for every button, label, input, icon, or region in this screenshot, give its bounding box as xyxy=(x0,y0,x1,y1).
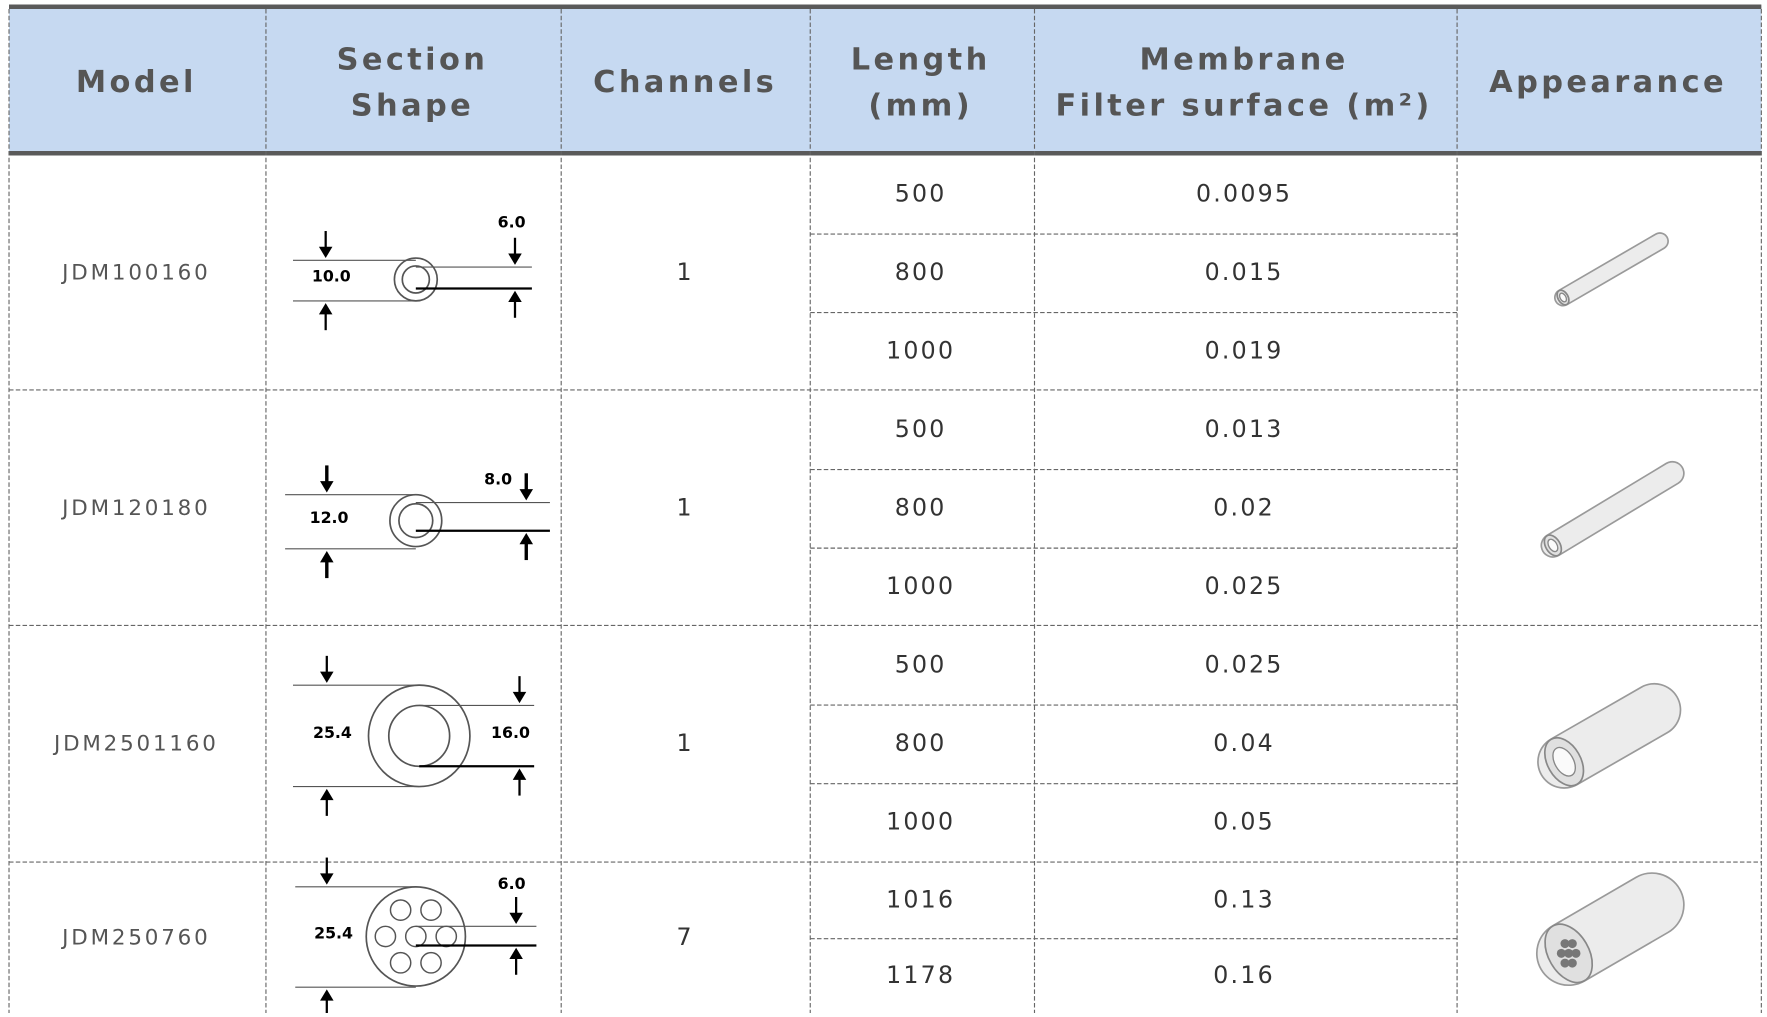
length-cell: 1000 xyxy=(886,572,955,600)
arrow-head xyxy=(320,989,334,1000)
tube-image xyxy=(1537,710,1654,793)
outer-circle xyxy=(366,887,465,986)
area-cell: 0.019 xyxy=(1205,336,1284,364)
tube-image xyxy=(1555,241,1660,307)
header-cell: Appearance xyxy=(1489,65,1727,100)
header-cell: Membrane xyxy=(1140,42,1349,77)
tube-hole xyxy=(1568,939,1577,948)
header-cell: Filter surface (m²) xyxy=(1056,89,1433,124)
area-cell: 0.05 xyxy=(1213,807,1275,835)
tube-body xyxy=(1563,241,1660,297)
arrow-head xyxy=(320,873,334,884)
arrow-head xyxy=(509,913,523,924)
header-cell: Model xyxy=(76,65,197,100)
channel xyxy=(375,926,395,946)
channel xyxy=(421,953,441,973)
dimension-label: 25.4 xyxy=(313,723,352,742)
model-cell: JDM100160 xyxy=(60,260,210,285)
tube-body xyxy=(1553,473,1672,545)
tube-hole xyxy=(1571,949,1580,958)
arrow-head xyxy=(320,789,334,800)
arrow-head xyxy=(509,948,523,959)
model-cell: JDM250760 xyxy=(60,926,210,951)
dimension-label: 12.0 xyxy=(310,508,349,527)
length-cell: 1000 xyxy=(886,807,955,835)
arrow-head xyxy=(513,692,527,703)
dimension-label: 16.0 xyxy=(491,723,530,742)
length-cell: 800 xyxy=(895,493,947,521)
header-cell: Section xyxy=(337,42,489,77)
channels-cell: 1 xyxy=(676,729,693,757)
channels-cell: 1 xyxy=(676,258,693,286)
length-cell: 500 xyxy=(895,179,947,207)
header-cell: Shape xyxy=(351,89,474,124)
length-cell: 800 xyxy=(895,729,947,757)
arrow-head xyxy=(520,533,534,544)
outer-circle xyxy=(394,258,437,301)
length-cell: 1000 xyxy=(886,336,955,364)
length-cell: 500 xyxy=(895,415,947,443)
dimension-label: 25.4 xyxy=(314,924,353,943)
arrow-head xyxy=(508,254,522,265)
channel xyxy=(390,953,410,973)
section-diagram: 10.0 6.0 xyxy=(293,213,532,331)
area-cell: 0.13 xyxy=(1213,885,1275,913)
section-diagram: 25.4 6.0 xyxy=(295,858,536,1013)
inner-circle xyxy=(389,705,450,766)
header-cell: Channels xyxy=(593,65,777,100)
channels-cell: 1 xyxy=(676,493,693,521)
inner-circle xyxy=(399,504,433,538)
arrow-head xyxy=(513,769,527,780)
area-cell: 0.015 xyxy=(1205,258,1284,286)
arrow-head xyxy=(319,247,333,258)
channel xyxy=(436,926,456,946)
area-cell: 0.16 xyxy=(1213,961,1275,989)
area-cell: 0.0095 xyxy=(1196,179,1292,207)
header-cell: (mm) xyxy=(868,89,973,124)
arrow-head xyxy=(320,551,334,562)
arrow-head xyxy=(320,481,334,492)
channel xyxy=(421,900,441,920)
dimension-label: 6.0 xyxy=(498,874,526,893)
arrow-head xyxy=(320,672,334,683)
table: Model Section Shape Channels Length (mm) Membr… xyxy=(0,0,1767,1013)
dimension-label: 8.0 xyxy=(484,470,512,489)
tube-image xyxy=(1541,473,1672,558)
dimension-label: 10.0 xyxy=(312,267,351,286)
page: {"table": { "header": [["Model"], ["Sect… xyxy=(0,0,1767,1013)
model-cell: JDM120180 xyxy=(60,496,210,521)
channel xyxy=(406,926,426,946)
tube-image xyxy=(1535,905,1652,991)
channels-cell: 7 xyxy=(676,923,693,951)
outer-circle xyxy=(368,685,469,786)
tube-hole xyxy=(1560,959,1569,968)
arrow-head xyxy=(319,303,333,314)
length-cell: 800 xyxy=(895,258,947,286)
arrow-head xyxy=(520,489,534,500)
length-cell: 500 xyxy=(895,650,947,678)
dimension-label: 6.0 xyxy=(498,213,526,232)
channel xyxy=(390,900,410,920)
area-cell: 0.025 xyxy=(1205,572,1284,600)
section-diagram: 25.4 16.0 xyxy=(293,656,534,816)
header-cell: Length xyxy=(851,42,991,77)
area-cell: 0.04 xyxy=(1213,729,1275,757)
table-body: Model Section Shape Channels Length (mm) Membr… xyxy=(9,6,1761,1013)
area-cell: 0.02 xyxy=(1213,493,1275,521)
arrow-head xyxy=(508,291,522,302)
model-cell: JDM2501160 xyxy=(52,731,219,756)
area-cell: 0.025 xyxy=(1205,650,1284,678)
tube-hole xyxy=(1557,949,1566,958)
length-cell: 1178 xyxy=(886,961,955,989)
length-cell: 1016 xyxy=(886,885,955,913)
area-cell: 0.013 xyxy=(1205,415,1284,443)
section-diagram: 12.0 8.0 xyxy=(285,465,550,578)
